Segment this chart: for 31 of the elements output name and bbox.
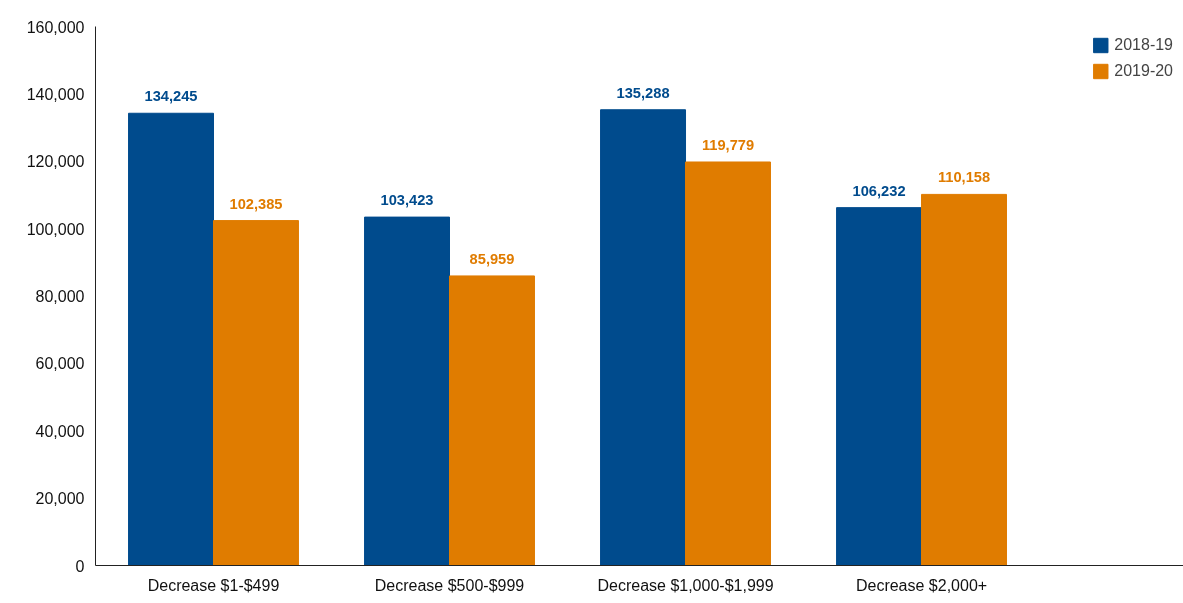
bar — [600, 109, 687, 566]
y-tick-label: 20,000 — [35, 490, 85, 508]
legend-label: 2019-20 — [1114, 62, 1173, 80]
x-tick-label: Decrease $1-$499 — [147, 576, 280, 594]
y-tick-label: 40,000 — [35, 422, 85, 440]
data-label: 110,158 — [937, 169, 991, 186]
y-tick-label: 0 — [75, 557, 85, 575]
y-tick-label: 80,000 — [35, 288, 85, 305]
y-tick-label: 60,000 — [35, 355, 85, 373]
y-tick-label: 160,000 — [26, 18, 85, 36]
data-label: 134,245 — [144, 88, 198, 105]
bar — [836, 207, 923, 566]
data-label: 102,385 — [229, 195, 283, 212]
bar — [213, 220, 299, 566]
bar — [685, 161, 771, 566]
y-tick-label: 140,000 — [26, 85, 85, 103]
bar — [449, 275, 535, 566]
data-label: 119,779 — [701, 136, 755, 153]
x-tick-label: Decrease $500-$999 — [374, 576, 525, 594]
bar — [128, 112, 214, 566]
x-tick-label: Decrease $2,000+ — [855, 576, 988, 594]
legend-label: 2018-19 — [1114, 36, 1173, 54]
data-label: 103,423 — [380, 192, 434, 209]
data-label: 85,959 — [469, 250, 515, 267]
data-label: 106,232 — [852, 182, 906, 199]
bar — [364, 216, 451, 566]
bar — [921, 193, 1007, 566]
y-tick-label: 100,000 — [26, 220, 85, 238]
y-tick-label: 120,000 — [26, 153, 85, 171]
x-tick-label: Decrease $1,000-$1,999 — [597, 576, 774, 594]
data-label: 135,288 — [616, 84, 670, 101]
